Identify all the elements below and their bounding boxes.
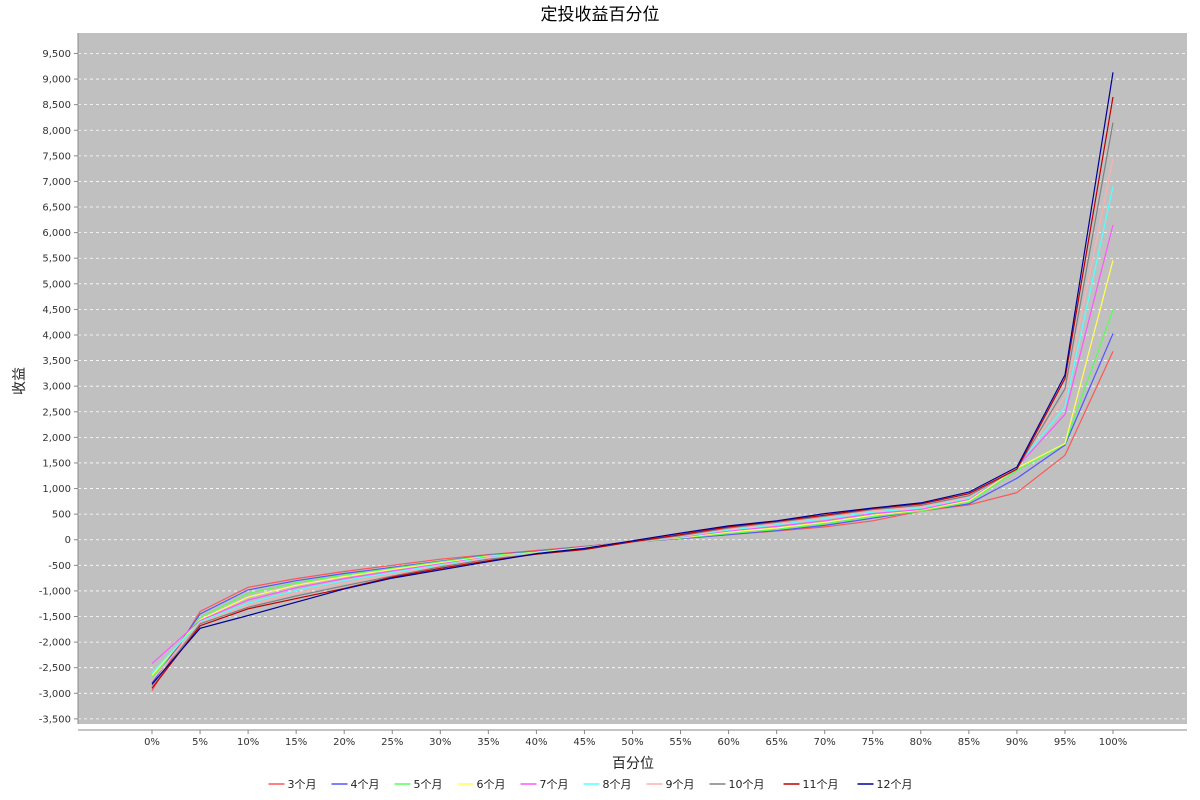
y-tick-label: -1,000 — [39, 586, 71, 597]
legend-label: 11个月 — [803, 778, 839, 791]
x-axis-label: 百分位 — [612, 756, 654, 772]
y-tick-label: 4,000 — [42, 330, 71, 341]
y-tick-label: 6,000 — [42, 228, 71, 239]
y-tick-label: 500 — [52, 510, 71, 521]
x-tick-label: 70% — [814, 737, 836, 748]
legend-label: 4个月 — [351, 778, 380, 791]
y-tick-label: 5,500 — [42, 254, 71, 265]
series-lines — [151, 72, 1114, 692]
y-tick-label: 6,500 — [42, 203, 71, 214]
x-tick-label: 85% — [958, 737, 980, 748]
chart-title: 定投收益百分位 — [541, 5, 660, 25]
legend-label: 12个月 — [877, 778, 913, 791]
y-tick-label: -2,000 — [39, 638, 71, 649]
y-tick-label: -2,500 — [39, 663, 71, 674]
y-tick-label: 3,500 — [42, 356, 71, 367]
x-tick-label: 45% — [573, 737, 595, 748]
legend-item: 6个月 — [457, 778, 506, 791]
legend-label: 10个月 — [729, 778, 765, 791]
x-tick-label: 40% — [525, 737, 547, 748]
x-tick-label: 30% — [429, 737, 451, 748]
x-tick-label: 100% — [1099, 737, 1128, 748]
y-axis-ticks: -3,500 -3,000 -2,500 -2,000 -1,500 -1,000 -500… — [39, 49, 78, 725]
y-tick-label: 0 — [65, 535, 71, 546]
x-tick-label: 95% — [1054, 737, 1076, 748]
x-tick-label: 5% — [192, 737, 208, 748]
y-tick-label: 9,500 — [42, 49, 71, 60]
legend-item: 4个月 — [331, 778, 380, 791]
series-line-9 — [151, 96, 1114, 689]
legend-label: 8个月 — [603, 778, 632, 791]
x-tick-label: 25% — [381, 737, 403, 748]
plot-area — [78, 33, 1187, 724]
y-tick-label: 9,000 — [42, 75, 71, 86]
legend-item: 10个月 — [709, 778, 765, 791]
y-tick-label: 2,000 — [42, 433, 71, 444]
y-tick-label: 7,500 — [42, 151, 71, 162]
legend-label: 6个月 — [477, 778, 506, 791]
legend-item: 7个月 — [520, 778, 569, 791]
y-tick-label: 8,000 — [42, 126, 71, 137]
x-tick-label: 55% — [669, 737, 691, 748]
legend-item: 8个月 — [583, 778, 632, 791]
y-tick-label: 4,500 — [42, 305, 71, 316]
x-tick-label: 75% — [862, 737, 884, 748]
y-tick-label: -500 — [48, 561, 71, 572]
legend-item: 11个月 — [783, 778, 839, 791]
legend-label: 7个月 — [540, 778, 569, 791]
x-tick-label: 80% — [910, 737, 932, 748]
x-tick-label: 35% — [477, 737, 499, 748]
y-tick-label: -3,500 — [39, 714, 71, 725]
legend-item: 9个月 — [646, 778, 695, 791]
grid — [78, 53, 1187, 720]
y-tick-label: -3,000 — [39, 689, 71, 700]
y-axis-label: 收益 — [12, 367, 28, 395]
legend-item: 12个月 — [857, 778, 913, 791]
x-tick-label: 10% — [237, 737, 259, 748]
legend-item: 3个月 — [268, 778, 317, 791]
x-tick-label: 65% — [766, 737, 788, 748]
x-tick-label: 15% — [285, 737, 307, 748]
y-tick-label: 1,500 — [42, 458, 71, 469]
y-tick-label: -1,500 — [39, 612, 71, 623]
y-tick-label: 1,000 — [42, 484, 71, 495]
x-axis-ticks: 0% 5% 10% 15% 20% 25% 30% 35% 40% 45% 50% 55% 60% 65%… — [144, 730, 1127, 748]
series-line-10 — [151, 72, 1114, 685]
legend: 3个月 4个月 5个月 6个月 7个月 8个月 9个月 10个月 11个月 12个月 — [268, 778, 913, 791]
y-tick-label: 3,000 — [42, 382, 71, 393]
legend-item: 5个月 — [394, 778, 443, 791]
y-tick-label: 5,000 — [42, 279, 71, 290]
y-tick-label: 8,500 — [42, 100, 71, 111]
y-tick-label: 2,500 — [42, 407, 71, 418]
x-tick-label: 60% — [717, 737, 739, 748]
y-tick-label: 7,000 — [42, 177, 71, 188]
legend-label: 3个月 — [288, 778, 317, 791]
x-tick-label: 90% — [1006, 737, 1028, 748]
x-tick-label: 20% — [333, 737, 355, 748]
x-tick-label: 0% — [144, 737, 160, 748]
legend-label: 9个月 — [666, 778, 695, 791]
x-tick-label: 50% — [621, 737, 643, 748]
legend-label: 5个月 — [414, 778, 443, 791]
